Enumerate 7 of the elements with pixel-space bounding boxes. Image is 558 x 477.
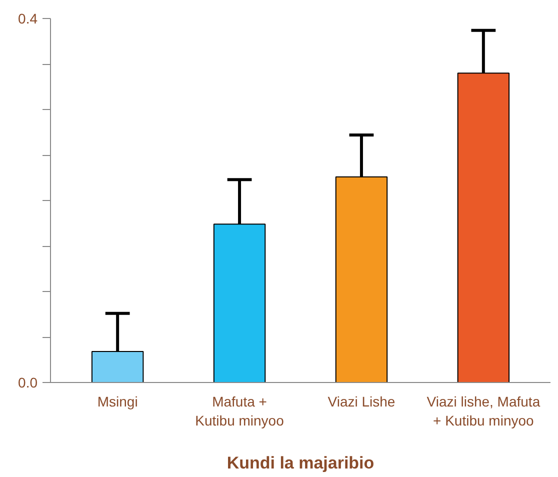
y-tick-label: 0.4 <box>18 10 38 26</box>
x-tick-label: Viazi lishe, Mafuta + Kutibu minyoo <box>426 394 540 429</box>
x-tick-label: Viazi Lishe <box>328 394 396 410</box>
x-axis-title: Kundi la majaribio <box>226 454 374 473</box>
x-tick-label: Msingi <box>97 394 138 410</box>
y-tick-label: 0.0 <box>18 374 38 390</box>
x-tick-label: Mafuta + Kutibu minyoo <box>195 394 284 429</box>
